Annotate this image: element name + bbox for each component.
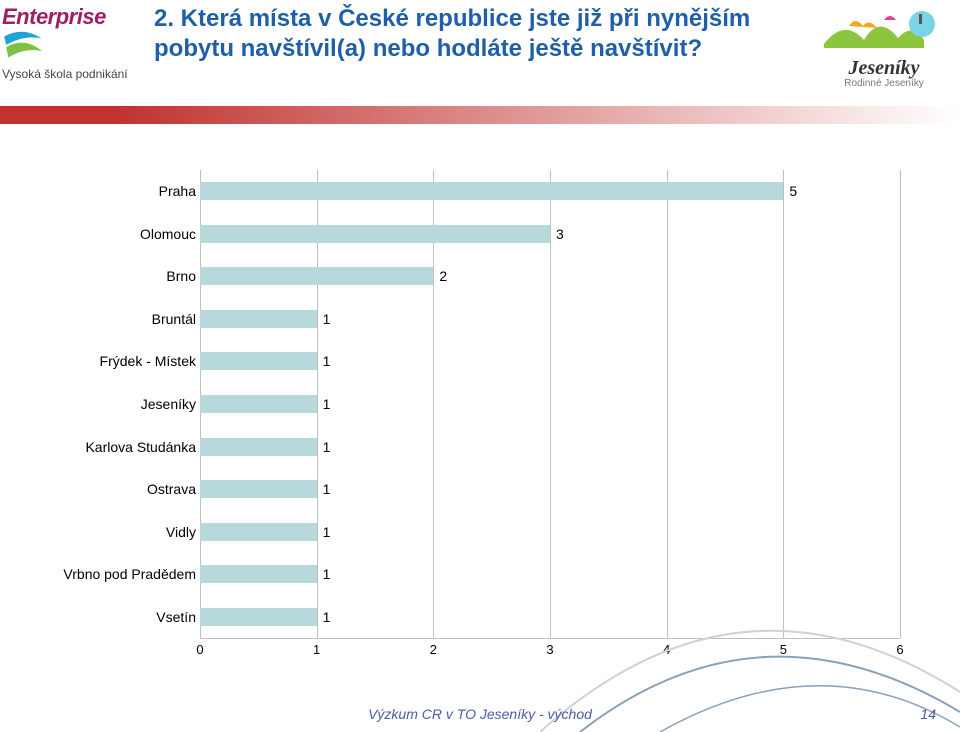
logo-right: Jeseníky Rodinné Jeseníky <box>824 8 944 89</box>
y-category-label: Praha <box>159 183 196 199</box>
bar-value-label: 1 <box>323 311 331 327</box>
y-category-label: Ostrava <box>147 481 196 497</box>
y-category-label: Vidly <box>166 524 196 540</box>
bar-value-label: 3 <box>556 226 564 242</box>
bar <box>200 310 317 328</box>
x-tick-label: 1 <box>313 642 320 657</box>
y-category-label: Vsetín <box>156 609 196 625</box>
bar-value-label: 1 <box>323 566 331 582</box>
bar <box>200 182 783 200</box>
x-axis-line <box>200 638 900 639</box>
right-title: Jeseníky <box>824 57 944 80</box>
footer-text: Výzkum CR v TO Jeseníky - východ <box>0 706 960 722</box>
bar <box>200 565 317 583</box>
x-tick-label: 3 <box>546 642 553 657</box>
bar <box>200 395 317 413</box>
y-category-label: Vrbno pod Pradědem <box>63 566 196 582</box>
gridline <box>783 170 784 638</box>
y-category-label: Frýdek - Místek <box>100 353 196 369</box>
y-category-label: Olomouc <box>140 226 196 242</box>
x-tick-label: 6 <box>896 642 903 657</box>
bar-value-label: 1 <box>323 439 331 455</box>
x-tick-label: 4 <box>663 642 670 657</box>
y-category-label: Bruntál <box>152 311 196 327</box>
bar-value-label: 1 <box>323 353 331 369</box>
bar <box>200 438 317 456</box>
bar <box>200 267 433 285</box>
bar <box>200 225 550 243</box>
logo-left: Enterprise Vysoká škola podnikání <box>2 4 142 81</box>
y-category-label: Jeseníky <box>141 396 196 412</box>
jeseniky-icon <box>824 8 944 52</box>
swoosh-icon <box>2 26 44 68</box>
header-band <box>0 106 960 124</box>
right-sub: Rodinné Jeseníky <box>824 78 944 89</box>
question-title: 2. Která místa v České republice jste ji… <box>154 4 764 64</box>
y-category-label: Brno <box>166 268 196 284</box>
bar-value-label: 1 <box>323 396 331 412</box>
bar-value-label: 1 <box>323 524 331 540</box>
bar <box>200 608 317 626</box>
bar-value-label: 1 <box>323 481 331 497</box>
bar <box>200 480 317 498</box>
chart-area: 0123456Praha5Olomouc3Brno2Bruntál1Frýdek… <box>60 170 900 650</box>
x-tick-label: 2 <box>430 642 437 657</box>
bar <box>200 523 317 541</box>
gridline <box>900 170 901 638</box>
bar-value-label: 1 <box>323 609 331 625</box>
x-tick-label: 0 <box>196 642 203 657</box>
bar-value-label: 5 <box>789 183 797 199</box>
brand-sub: Vysoká škola podnikání <box>2 67 142 81</box>
page-number: 14 <box>920 706 936 722</box>
gridline <box>667 170 668 638</box>
bar <box>200 352 317 370</box>
x-tick-label: 5 <box>780 642 787 657</box>
gridline <box>550 170 551 638</box>
y-category-label: Karlova Studánka <box>85 439 196 455</box>
bar-value-label: 2 <box>439 268 447 284</box>
